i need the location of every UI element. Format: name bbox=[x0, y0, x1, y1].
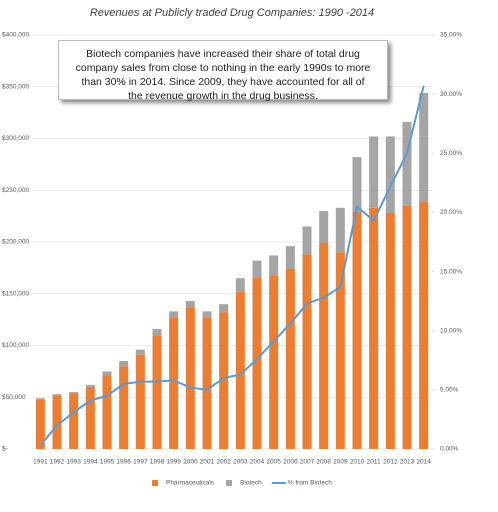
x-tick-label: 2013 bbox=[400, 459, 415, 466]
y2-tick-label: 30.00% bbox=[440, 91, 462, 98]
legend-label: % from Biotech bbox=[288, 480, 332, 487]
x-tick-label: 2010 bbox=[350, 459, 365, 466]
bar-segment bbox=[252, 260, 262, 278]
line-series bbox=[39, 85, 425, 447]
annotation: Biotech companies have increased their s… bbox=[58, 40, 388, 102]
x-tick-label: 1997 bbox=[133, 459, 148, 466]
bar-segment bbox=[219, 304, 229, 313]
y2-tick-label: 25.00% bbox=[440, 150, 462, 157]
x-tick-label: 1994 bbox=[83, 459, 98, 466]
y-tick-label: $300,000 bbox=[2, 135, 29, 142]
bar-segment bbox=[319, 210, 329, 244]
bar-segment bbox=[269, 275, 279, 449]
bar-segment bbox=[85, 384, 95, 387]
x-tick-label: 1998 bbox=[150, 459, 165, 466]
bar-segment bbox=[202, 311, 212, 318]
legend-label: Biotech bbox=[240, 480, 262, 487]
x-tick-label: 1999 bbox=[166, 459, 181, 466]
bar-segment bbox=[385, 213, 395, 449]
bar-segment bbox=[335, 252, 345, 449]
bar-segment bbox=[385, 136, 395, 214]
bar-segment bbox=[202, 317, 212, 449]
y2-tick-label: 0.00% bbox=[440, 446, 459, 453]
bar-segment bbox=[69, 393, 79, 449]
legend-swatch bbox=[226, 480, 233, 486]
bar-segment bbox=[319, 243, 329, 449]
y2-tick-label: 10.00% bbox=[440, 327, 462, 334]
bar-segment bbox=[352, 157, 362, 212]
x-tick-label: 2001 bbox=[200, 459, 215, 466]
y-tick-label: $350,000 bbox=[2, 83, 29, 90]
y-tick-label: $100,000 bbox=[2, 342, 29, 349]
bar-segment bbox=[369, 136, 379, 208]
bar-segment bbox=[152, 335, 162, 449]
x-tick-label: 1996 bbox=[116, 459, 131, 466]
x-tick-label: 2003 bbox=[233, 459, 248, 466]
bar-segment bbox=[85, 386, 95, 449]
bar-segment bbox=[219, 312, 229, 449]
y2-tick-label: 15.00% bbox=[440, 268, 462, 275]
bar-segment bbox=[135, 354, 145, 449]
bar-segment bbox=[52, 395, 62, 449]
bar-segment bbox=[285, 246, 295, 269]
bar-segment bbox=[102, 375, 112, 449]
bar-segment bbox=[285, 268, 295, 449]
bar-segment bbox=[69, 392, 79, 394]
y2-tick-label: 5.00% bbox=[440, 387, 459, 394]
bar-segment bbox=[335, 207, 345, 253]
bar-segment bbox=[235, 278, 245, 292]
x-tick-label: 1993 bbox=[66, 459, 81, 466]
legend-swatch bbox=[152, 480, 158, 486]
bar-segment bbox=[35, 398, 45, 400]
bar-segment bbox=[185, 300, 195, 308]
bar-segment bbox=[235, 291, 245, 449]
bar-segment bbox=[419, 201, 429, 449]
bar-segment bbox=[119, 366, 129, 449]
x-tick-label: 2009 bbox=[333, 459, 348, 466]
bar-segment bbox=[302, 226, 312, 255]
bar-segment bbox=[169, 311, 179, 318]
y-tick-label: $50,000 bbox=[2, 394, 26, 401]
x-tick-label: 2006 bbox=[283, 459, 298, 466]
bar-segment bbox=[135, 349, 145, 355]
x-tick-label: 1991 bbox=[33, 459, 48, 466]
bar-segment bbox=[402, 121, 412, 206]
bar-segment bbox=[52, 394, 62, 396]
bar-segment bbox=[252, 277, 262, 449]
x-tick-label: 2000 bbox=[183, 459, 198, 466]
bar-segment bbox=[102, 371, 112, 376]
bar-segment bbox=[269, 255, 279, 276]
chart-title: Revenues at Publicly traded Drug Compani… bbox=[90, 7, 374, 19]
y-tick-label: $150,000 bbox=[2, 290, 29, 297]
legend-label: Pharmaceuticals bbox=[166, 480, 215, 487]
x-tick-label: 1995 bbox=[100, 459, 115, 466]
bar-segment bbox=[185, 307, 195, 449]
x-tick-label: 2004 bbox=[250, 459, 265, 466]
x-tick-label: 2014 bbox=[416, 459, 431, 466]
bar-segment bbox=[302, 254, 312, 449]
bar-segment bbox=[352, 211, 362, 449]
bar-segment bbox=[369, 207, 379, 449]
y-tick-label: $400,000 bbox=[2, 32, 29, 39]
y2-tick-label: 35.00% bbox=[440, 32, 462, 39]
y-tick-label: $200,000 bbox=[2, 239, 29, 246]
x-tick-label: 2005 bbox=[266, 459, 281, 466]
x-tick-label: 2011 bbox=[367, 459, 381, 466]
bar-segment bbox=[402, 205, 412, 449]
bar-segment bbox=[35, 399, 45, 449]
bar-segment bbox=[119, 361, 129, 367]
y-tick-label: $250,000 bbox=[2, 187, 29, 194]
x-tick-label: 2002 bbox=[216, 459, 231, 466]
bar-segment bbox=[169, 317, 179, 449]
bar-segment bbox=[419, 92, 429, 202]
x-tick-label: 2008 bbox=[316, 459, 331, 466]
y2-tick-label: 20.00% bbox=[440, 209, 462, 216]
x-tick-label: 2007 bbox=[300, 459, 315, 466]
x-tick-label: 1992 bbox=[50, 459, 65, 466]
x-tick-label: 2012 bbox=[383, 459, 398, 466]
bar-segment bbox=[152, 328, 162, 336]
y-tick-label: $- bbox=[2, 446, 8, 453]
